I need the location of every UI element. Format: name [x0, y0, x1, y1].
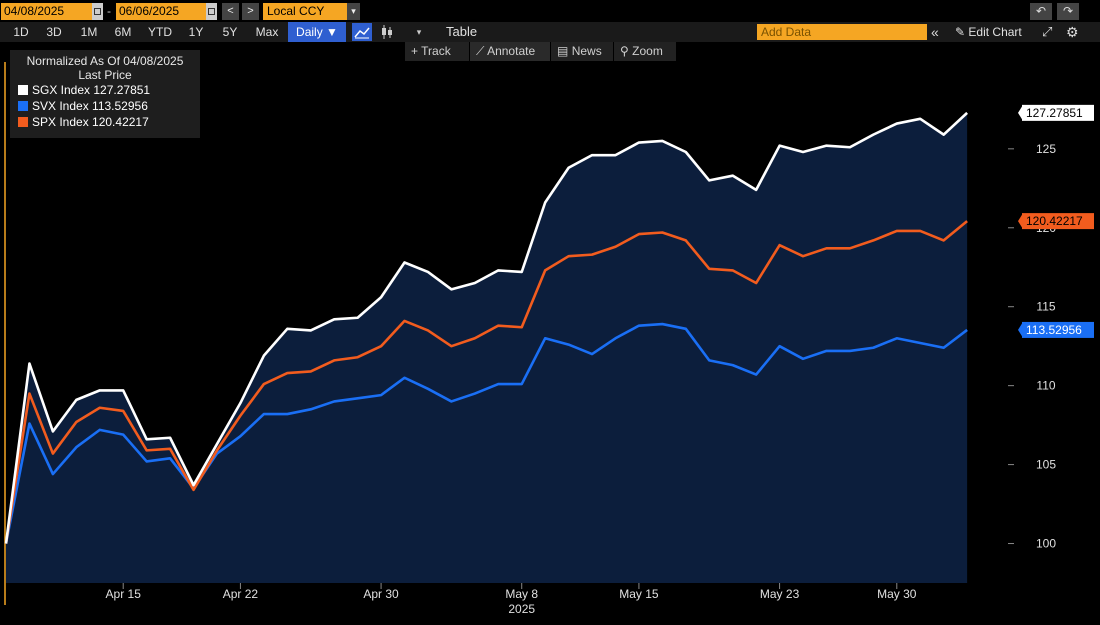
calendar-icon[interactable]	[206, 3, 217, 20]
calendar-icon[interactable]	[92, 3, 103, 20]
annotate-icon: ⟋	[476, 44, 485, 58]
expand-icon[interactable]: ⤢	[1042, 24, 1053, 39]
edit-chart-label: Edit Chart	[968, 25, 1022, 39]
chevron-down-icon[interactable]: ▾	[347, 3, 360, 20]
redo-icon[interactable]: ↷	[1057, 3, 1079, 20]
legend-swatch	[18, 117, 28, 127]
edit-chart-button[interactable]: ✎ Edit Chart	[955, 22, 1022, 42]
start-date-input[interactable]: 04/08/2025	[1, 3, 92, 20]
x-tick-label: May 23	[760, 587, 800, 601]
x-tick-label: Apr 30	[363, 587, 399, 601]
last-value-pointer	[1018, 321, 1023, 338]
x-tick-label: Apr 15	[106, 587, 142, 601]
legend-item-spx[interactable]: SPX Index 120.42217	[10, 114, 200, 130]
area-fill	[6, 112, 968, 583]
zoom-label: Zoom	[632, 44, 663, 58]
news-label: News	[571, 44, 602, 58]
zoom-tool[interactable]: ⚲ Zoom	[614, 42, 676, 61]
last-value-tag	[1022, 104, 1094, 121]
news-tool[interactable]: ▤ News	[551, 42, 613, 61]
series-line-spx-index	[4, 220, 968, 544]
date-toolbar: 04/08/2025 - 06/06/2025 < > Local CCY ▾ …	[0, 0, 1100, 22]
collapse-icon[interactable]: «	[931, 24, 939, 40]
chart-legend: Normalized As Of 04/08/2025 Last Price S…	[10, 50, 200, 138]
table-button[interactable]: Table	[446, 24, 478, 39]
period-6m[interactable]: 6M	[114, 25, 132, 39]
x-tick-label: May 15	[619, 587, 659, 601]
date-separator: -	[107, 4, 111, 18]
y-tick-label: 100	[1036, 537, 1056, 551]
candlestick-icon[interactable]	[377, 22, 397, 42]
period-toolbar: 1D 3D 1M 6M YTD 1Y 5Y Max Daily ▼ ▾ Tabl…	[0, 22, 1100, 42]
last-value-tag	[1022, 213, 1094, 230]
legend-header: Normalized As Of 04/08/2025	[26, 54, 184, 68]
last-value-label: 127.27851	[1026, 106, 1083, 120]
x-tick-label: May 30	[877, 587, 917, 601]
gear-icon[interactable]: ⚙	[1066, 24, 1079, 40]
chevron-down-icon[interactable]: ▾	[416, 27, 422, 37]
x-year-label: 2025	[508, 602, 535, 616]
last-value-pointer	[1018, 104, 1023, 121]
next-period-button[interactable]: >	[242, 3, 259, 20]
undo-icon[interactable]: ↶	[1030, 3, 1052, 20]
period-5y[interactable]: 5Y	[222, 25, 238, 39]
y-tick-label: 105	[1036, 458, 1056, 472]
frequency-select[interactable]: Daily ▼	[288, 22, 346, 42]
legend-swatch	[18, 85, 28, 95]
y-tick-label: 115	[1036, 300, 1055, 314]
legend-label: SPX Index 120.42217	[32, 115, 149, 129]
legend-item-sgx[interactable]: SGX Index 127.27851	[10, 82, 200, 98]
last-value-label: 120.42217	[1026, 214, 1083, 228]
legend-label: SGX Index 127.27851	[32, 83, 151, 97]
prev-period-button[interactable]: <	[222, 3, 239, 20]
series-line-svx-index	[4, 322, 968, 544]
x-tick-label: May 8	[505, 587, 538, 601]
track-label: Track	[421, 44, 451, 58]
period-1m[interactable]: 1M	[80, 25, 98, 39]
period-1y[interactable]: 1Y	[188, 25, 204, 39]
period-ytd[interactable]: YTD	[148, 25, 172, 39]
y-tick-label: 125	[1036, 142, 1056, 156]
annotate-tool[interactable]: ⟋ Annotate	[470, 42, 550, 61]
legend-item-svx[interactable]: SVX Index 113.52956	[10, 98, 200, 114]
crosshair-icon: +	[411, 44, 419, 58]
zoom-icon: ⚲	[620, 44, 629, 58]
news-icon: ▤	[557, 44, 569, 58]
x-tick-label: Apr 22	[223, 587, 259, 601]
period-3d[interactable]: 3D	[46, 25, 62, 39]
annotate-label: Annotate	[487, 44, 536, 58]
last-value-tag	[1022, 321, 1094, 338]
line-chart-icon[interactable]	[352, 23, 372, 41]
currency-select[interactable]: Local CCY	[263, 3, 347, 20]
period-1d[interactable]: 1D	[13, 25, 29, 39]
track-tool[interactable]: + Track	[405, 42, 469, 61]
last-value-pointer	[1018, 213, 1023, 230]
series-line-sgx-index	[4, 111, 969, 544]
last-value-label: 113.52956	[1026, 323, 1082, 337]
period-max[interactable]: Max	[255, 25, 279, 39]
legend-label: SVX Index 113.52956	[32, 99, 148, 113]
pencil-icon: ✎	[955, 25, 966, 39]
y-tick-label: 110	[1036, 379, 1055, 393]
legend-swatch	[18, 101, 28, 111]
end-date-input[interactable]: 06/06/2025	[116, 3, 206, 20]
add-data-input[interactable]: Add Data	[757, 24, 927, 40]
legend-subheader: Last Price	[78, 68, 132, 82]
